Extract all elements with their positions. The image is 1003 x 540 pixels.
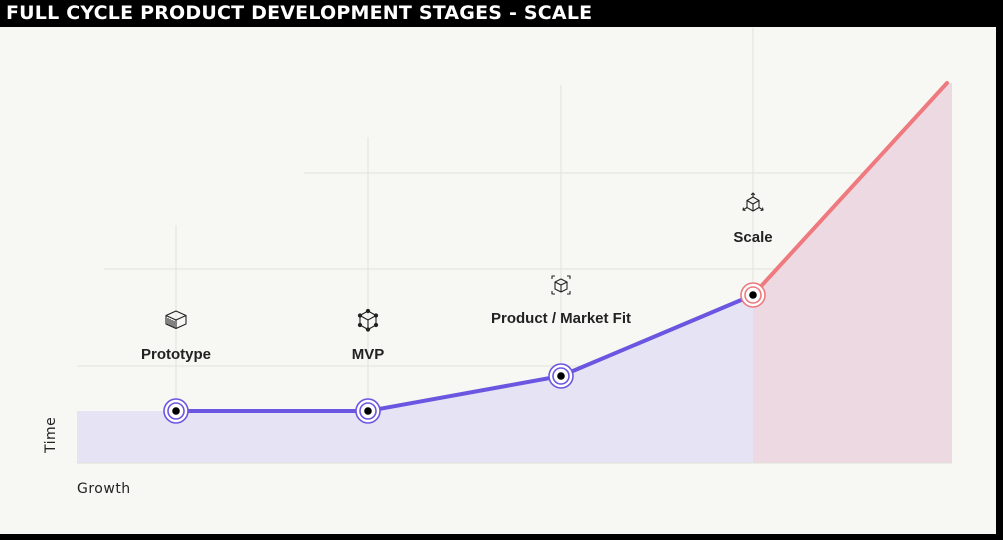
stage-label-prototype: Prototype [141,346,211,363]
stage-marker-prototype [163,398,189,424]
stage-marker-scale [740,282,766,308]
stage-label-mvp: MVP [352,346,385,363]
red-area [753,83,952,463]
page-title: FULL CYCLE PRODUCT DEVELOPMENT STAGES - … [6,2,593,24]
stage-marker-mvp [355,398,381,424]
stage-label-product-market-fit: Product / Market Fit [491,310,631,327]
stacked-layers-icon [165,310,187,330]
purple-area [77,295,753,463]
framed-cube-icon [551,275,571,295]
y-axis-label: Time [43,417,59,454]
purple-growth-line [174,293,755,413]
title-bar: FULL CYCLE PRODUCT DEVELOPMENT STAGES - … [0,0,1003,27]
stage-marker-product-market-fit [548,363,574,389]
cube-arrows-icon [742,192,764,212]
x-axis-label: Growth [77,481,131,497]
red-growth-line [751,81,949,297]
cube-nodes-icon [357,308,379,332]
stage-label-scale: Scale [733,229,772,246]
